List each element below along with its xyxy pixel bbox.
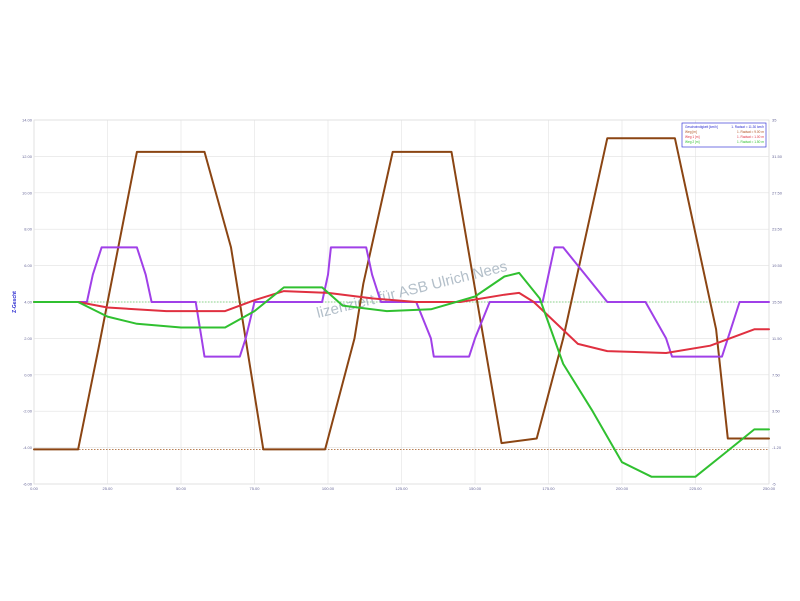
x-tick-label: 0.00 [30,486,39,491]
y-left-tick-label: 8.00 [24,227,33,232]
y-left-tick-label: 2.00 [24,336,33,341]
legend-entry-label: Weg 1 [m] [685,135,700,139]
x-tick-label: 175.00 [542,486,555,491]
series-line-green [33,271,770,478]
y-right-tick-label: 19.50 [772,263,783,268]
y-left-tick-label: 0.00 [24,372,33,377]
x-tick-label: 100.00 [322,486,335,491]
y-right-tick-label: -5 [772,482,776,487]
y-right-tick-label: 23.50 [772,227,783,232]
y-left-tick-label: -2.00 [23,409,33,414]
series-lines [33,137,770,478]
y-right-tick-label: 11.50 [772,336,782,341]
y-left-tick-label: 12.00 [22,154,33,159]
legend-entry-value: 1. Radsat = 11.30 km/h [731,125,764,129]
y-right-tick-label: 7.50 [772,372,781,377]
series-line-red [33,290,770,354]
y-axis-title: Z-Gescht [12,291,18,313]
legend-entry-label: Weg [m] [685,130,697,134]
x-tick-label: 50.00 [176,486,187,491]
legend-box [681,122,767,148]
y-left-tick-label: 14.00 [22,118,33,123]
y-left-tick-label: -4.00 [23,445,33,450]
y-left-tick-label: -6.00 [23,482,33,487]
y-left-tick-label: 4.00 [24,300,33,305]
legend-entry-value: 1. Radsat = 1.50 m [737,140,764,144]
y-right-tick-label: 15.50 [772,300,783,305]
y-right-tick-labels: 35 31.50 27.50 23.50 19.50 15.50 11.50 7.50 3.50… [772,118,783,487]
x-tick-label: 150.00 [469,486,482,491]
x-tick-labels: 0.00 25.00 50.00 75.00 100.00 125.00 150.00 175… [30,486,776,491]
x-tick-label: 225.00 [689,486,702,491]
series-line-brown [33,137,770,451]
y-right-tick-label: 3.50 [772,409,781,414]
x-tick-label: 75.00 [249,486,260,491]
y-left-tick-label: 10.00 [22,190,33,195]
x-tick-label: 25.00 [102,486,113,491]
y-left-tick-labels: 14.00 12.00 10.00 8.00 6.00 4.00 2.00 0.00 -2.00… [22,118,33,487]
x-tick-label: 125.00 [395,486,408,491]
x-tick-label: 200.00 [616,486,629,491]
legend-entry-value: 1. Radsat = 1.00 m [737,135,764,139]
y-right-tick-label: 27.50 [772,190,783,195]
legend-entry-label: Geschwindigkeit [km/h] [685,125,718,129]
y-right-tick-label: 35 [772,118,777,123]
legend-entry-label: Weg 2 [m] [685,140,700,144]
legend: Geschwindigkeit [km/h] 1. Radsat = 11.30 … [681,122,767,148]
legend-entry-value: 1. Radsat = 9.00 m [737,130,764,134]
y-right-tick-label: 31.50 [772,154,783,159]
y-right-tick-label: -1.20 [772,445,782,450]
x-tick-label: 250.00 [763,486,776,491]
y-left-tick-label: 6.00 [24,263,33,268]
